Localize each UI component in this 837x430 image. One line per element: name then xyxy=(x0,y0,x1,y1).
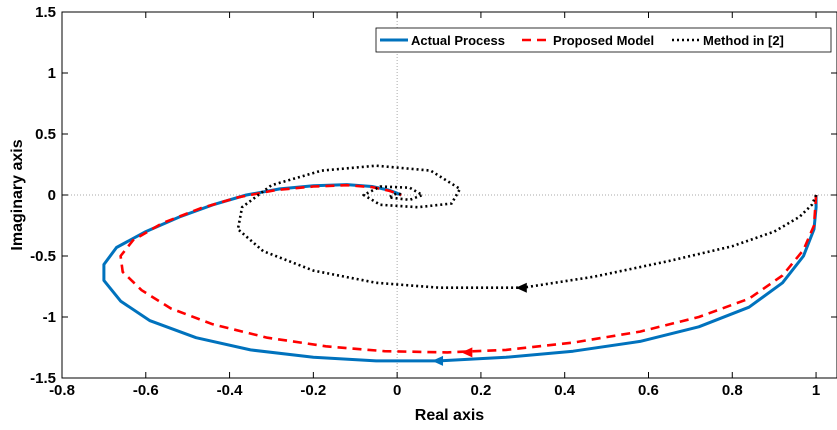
legend-box xyxy=(375,27,832,53)
x-tick-label: -0.6 xyxy=(133,382,159,399)
x-tick-label: 0 xyxy=(393,382,401,399)
direction-arrow-icon xyxy=(432,355,444,366)
y-axis-title: Imaginary axis xyxy=(9,139,26,250)
x-tick-label: -0.8 xyxy=(49,382,75,399)
legend: Actual Process Proposed Model Method in [2… xyxy=(375,27,832,53)
x-tick-label: 0.6 xyxy=(638,382,659,399)
series-layer xyxy=(102,164,818,366)
y-tick-label: 1 xyxy=(48,65,56,82)
y-tick-label: 1.5 xyxy=(35,4,56,21)
x-tick-label: 0.8 xyxy=(722,382,743,399)
x-tick-label: 0.4 xyxy=(554,382,576,399)
origin-crosshair xyxy=(62,12,837,378)
series-line xyxy=(119,183,818,354)
x-axis: -0.8 -0.6 -0.4 -0.2 0 0.2 0.4 0.6 0.8 1 xyxy=(49,12,820,399)
x-axis-title: Real axis xyxy=(415,407,484,424)
y-tick-label: 0.5 xyxy=(35,126,56,143)
direction-arrow-icon xyxy=(461,347,473,358)
legend-label: Actual Process xyxy=(411,33,505,48)
legend-label: Proposed Model xyxy=(553,33,654,48)
legend-label: Method in [2] xyxy=(703,33,784,48)
y-tick-label: -1 xyxy=(43,309,56,326)
series-line xyxy=(236,164,818,289)
x-tick-label: -0.4 xyxy=(217,382,244,399)
y-tick-label: 0 xyxy=(48,187,56,204)
y-axis: -1.5 -1 -0.5 0 0.5 1 1.5 xyxy=(30,4,837,387)
x-tick-label: 0.2 xyxy=(470,382,491,399)
x-tick-label: -0.2 xyxy=(300,382,326,399)
x-tick-label: 1 xyxy=(812,382,820,399)
direction-arrow-icon xyxy=(515,282,527,293)
y-tick-label: -0.5 xyxy=(30,248,56,265)
y-tick-label: -1.5 xyxy=(30,370,56,387)
